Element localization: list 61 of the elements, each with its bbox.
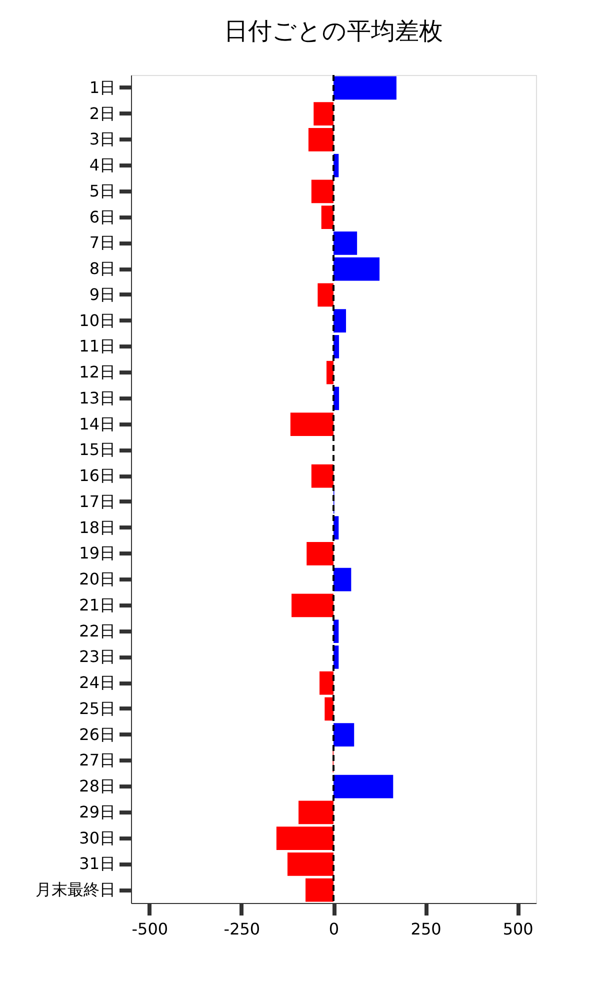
bar: [314, 102, 334, 126]
x-tick-label: 0: [328, 920, 340, 938]
y-tick-label: 24日: [79, 673, 116, 692]
y-tick-label: 29日: [79, 802, 116, 822]
bar: [306, 878, 334, 902]
bar: [321, 206, 334, 229]
y-tick-label: 17日: [79, 492, 116, 511]
y-tick-label: 14日: [79, 414, 116, 434]
bar: [311, 180, 334, 204]
y-tick-label: 8日: [89, 259, 116, 278]
y-tick-label: 26日: [79, 724, 116, 744]
y-tick-label: 25日: [79, 698, 116, 718]
y-tick-label: 13日: [79, 388, 116, 408]
y-tick-label: 3日: [89, 130, 116, 149]
bar: [324, 697, 334, 721]
x-tick-label: -500: [132, 920, 168, 938]
x-tick-label: -250: [224, 920, 260, 938]
y-tick-label: 15日: [79, 440, 116, 460]
y-tick-label: 11日: [79, 336, 116, 356]
y-tick-label: 19日: [79, 544, 116, 563]
y-tick-label: 6日: [89, 207, 116, 226]
y-tick-label: 20日: [79, 570, 116, 589]
y-tick-label: 7日: [89, 233, 116, 252]
y-tick-label: 2日: [89, 104, 116, 123]
bar: [276, 826, 334, 850]
y-tick-label: 10日: [79, 310, 116, 330]
x-tick-label: 500: [502, 920, 534, 938]
y-tick-label: 1日: [89, 78, 116, 97]
y-tick-label: 23日: [79, 647, 116, 666]
y-tick-label: 5日: [89, 181, 116, 200]
bar: [334, 257, 380, 281]
bar: [290, 412, 334, 436]
bar: [298, 800, 334, 824]
bar: [334, 232, 358, 255]
y-tick-label: 月末最終日: [36, 880, 116, 900]
y-tick-label: 18日: [79, 518, 116, 537]
bar: [306, 542, 334, 566]
bar: [334, 723, 354, 746]
bar: [334, 76, 396, 100]
y-tick-label: 27日: [79, 750, 116, 770]
bar: [334, 309, 346, 332]
bar: [334, 774, 394, 798]
y-tick-label: 9日: [89, 284, 116, 304]
bar: [326, 360, 334, 384]
y-tick-label: 28日: [79, 776, 116, 796]
x-tick-label: 250: [410, 920, 442, 938]
bar: [308, 128, 334, 152]
bar: [287, 852, 334, 876]
bar: [292, 594, 334, 618]
bar: [334, 568, 352, 592]
bar: [318, 283, 334, 307]
y-tick-label: 21日: [79, 595, 116, 614]
bar: [320, 671, 334, 695]
y-tick-label: 12日: [79, 362, 116, 382]
y-tick-label: 16日: [79, 466, 116, 486]
bar: [311, 464, 334, 488]
y-tick-label: 4日: [89, 156, 116, 175]
y-tick-label: 31日: [79, 854, 116, 874]
y-tick-label: 22日: [79, 621, 116, 640]
chart-title: 日付ごとの平均差枚: [224, 17, 443, 45]
y-tick-label: 30日: [79, 828, 116, 848]
